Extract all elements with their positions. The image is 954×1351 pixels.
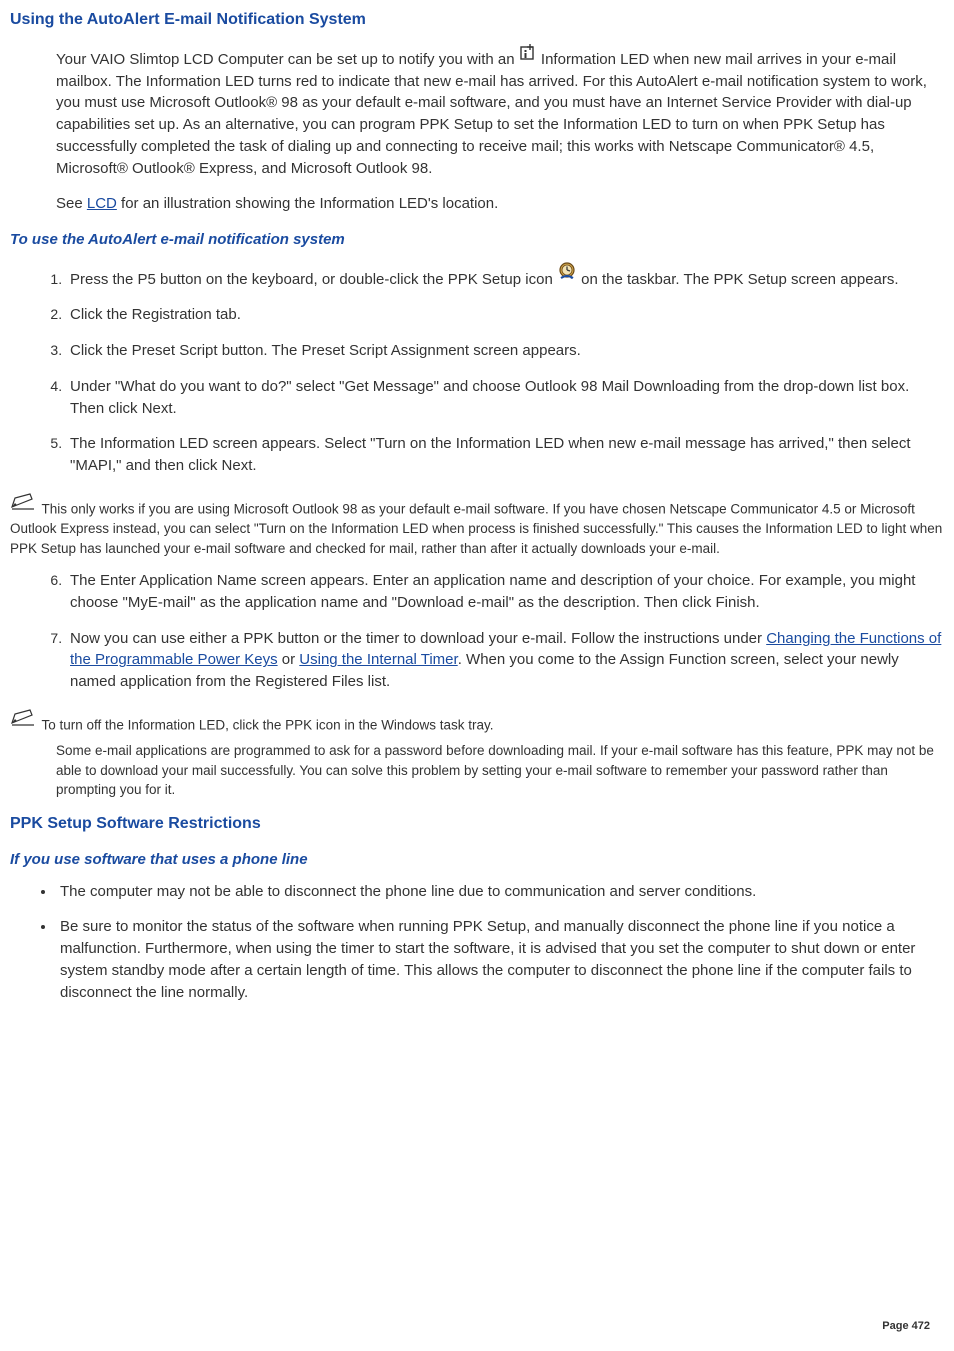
ppk-clock-icon <box>557 261 577 288</box>
note-2a-text: To turn off the Information LED, click t… <box>42 718 494 733</box>
note-2: To turn off the Information LED, click t… <box>10 707 944 800</box>
intro-paragraph-1: Your VAIO Slimtop LCD Computer can be se… <box>56 43 944 179</box>
page-number: Page 472 <box>882 1319 930 1335</box>
step-2: Click the Registration tab. <box>66 304 944 326</box>
step-6: The Enter Application Name screen appear… <box>66 570 944 614</box>
step-7: Now you can use either a PPK button or t… <box>66 628 944 693</box>
step-1a: Press the P5 button on the keyboard, or … <box>70 271 557 288</box>
note-2b-text: Some e-mail applications are programmed … <box>56 741 944 800</box>
intro-text-1b: Information LED when new mail arrives in… <box>56 51 927 177</box>
steps-list-b: The Enter Application Name screen appear… <box>44 570 944 693</box>
step-4: Under "What do you want to do?" select "… <box>66 376 944 420</box>
restrictions-list: The computer may not be able to disconne… <box>34 881 944 1004</box>
note-1-text: This only works if you are using Microso… <box>10 502 942 556</box>
intro-paragraph-2: See LCD for an illustration showing the … <box>56 193 944 215</box>
info-led-icon <box>519 43 537 68</box>
note-pencil-icon <box>10 491 36 517</box>
page-container: Using the AutoAlert E-mail Notification … <box>10 8 944 1343</box>
intro-text-2b: for an illustration showing the Informat… <box>117 195 498 212</box>
step-1: Press the P5 button on the keyboard, or … <box>66 261 944 291</box>
heading-sub2: PPK Setup Software Restrictions <box>10 812 944 835</box>
restriction-1: The computer may not be able to disconne… <box>56 881 944 903</box>
step-7b: or <box>278 651 300 668</box>
heading-sub3: If you use software that uses a phone li… <box>10 849 944 871</box>
steps-list-a: Press the P5 button on the keyboard, or … <box>44 261 944 477</box>
heading-main: Using the AutoAlert E-mail Notification … <box>10 8 944 31</box>
step-1b: on the taskbar. The PPK Setup screen app… <box>581 271 898 288</box>
step-7a: Now you can use either a PPK button or t… <box>70 630 766 647</box>
restriction-2: Be sure to monitor the status of the sof… <box>56 916 944 1003</box>
intro-text-2a: See <box>56 195 87 212</box>
link-lcd[interactable]: LCD <box>87 195 117 212</box>
intro-text-1a: Your VAIO Slimtop LCD Computer can be se… <box>56 51 519 68</box>
note-1: This only works if you are using Microso… <box>10 491 944 558</box>
step-5: The Information LED screen appears. Sele… <box>66 433 944 477</box>
link-internal-timer[interactable]: Using the Internal Timer <box>299 651 457 668</box>
step-3: Click the Preset Script button. The Pres… <box>66 340 944 362</box>
heading-sub1: To use the AutoAlert e-mail notification… <box>10 229 944 251</box>
note-pencil-icon <box>10 707 36 733</box>
